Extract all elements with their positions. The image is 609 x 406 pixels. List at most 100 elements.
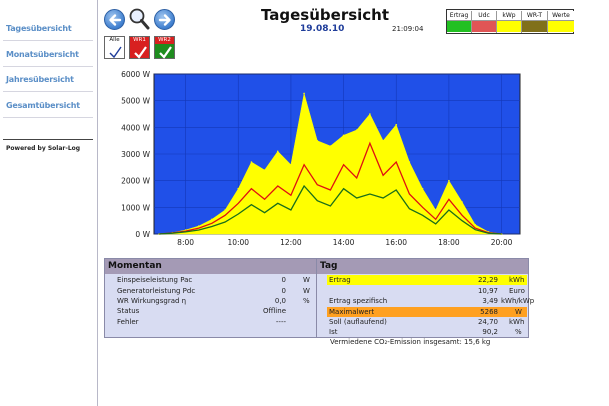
data-point bbox=[211, 218, 213, 221]
y-tick-label: 0 W bbox=[135, 230, 150, 239]
x-tick-label: 14:00 bbox=[333, 238, 355, 247]
tag-row: 10,97 Euro bbox=[317, 286, 528, 296]
legend-item-wr-t[interactable]: WR-T bbox=[522, 11, 548, 33]
legend-label: Udc bbox=[472, 11, 496, 20]
row-value: ---- bbox=[275, 318, 286, 326]
legend-swatch bbox=[447, 20, 471, 32]
data-point bbox=[474, 223, 477, 226]
row-value: 0 bbox=[281, 287, 286, 295]
checkmark-icon bbox=[109, 46, 122, 59]
row-unit: Euro bbox=[509, 287, 525, 295]
row-label: Maximalwert bbox=[329, 308, 375, 316]
data-point bbox=[237, 187, 240, 190]
row-value: 0 bbox=[281, 276, 286, 284]
row-label: Status bbox=[117, 307, 140, 315]
previous-day-button[interactable] bbox=[104, 9, 125, 30]
y-tick-label: 5000 W bbox=[121, 97, 150, 106]
momentan-title: Momentan bbox=[105, 259, 316, 274]
data-point bbox=[355, 129, 358, 131]
row-unit: % bbox=[303, 297, 310, 305]
row-value: 24,70 bbox=[477, 318, 498, 326]
row-unit: W bbox=[303, 287, 310, 295]
row-unit: % bbox=[515, 328, 522, 336]
row-label: Fehler bbox=[117, 318, 139, 326]
tag-row: Soll (auflaufend) 24,70 kWh bbox=[317, 317, 528, 327]
data-point bbox=[263, 169, 266, 171]
sidebar-divider bbox=[3, 40, 93, 41]
x-tick-label: 12:00 bbox=[280, 238, 302, 247]
tag-row: Ertrag spezifisch 3,49 kWh/kWp bbox=[317, 296, 534, 306]
legend-item-werte[interactable]: Werte bbox=[548, 11, 574, 33]
data-point bbox=[329, 145, 332, 147]
y-tick-label: 3000 W bbox=[121, 150, 150, 159]
momentan-row: Generatorleistung Pdc 0 W bbox=[105, 286, 316, 296]
y-tick-label: 6000 W bbox=[121, 70, 150, 79]
legend-item-ertrag[interactable]: Ertrag bbox=[447, 11, 472, 33]
zoom-button[interactable] bbox=[128, 7, 150, 31]
momentan-panel: Momentan Einspeiseleistung Pac 0 W Gener… bbox=[104, 258, 317, 338]
device-checkbox-all[interactable]: Alle bbox=[104, 36, 125, 59]
device-label: WR1 bbox=[130, 37, 149, 44]
y-tick-label: 4000 W bbox=[121, 123, 150, 132]
row-label: Ertrag spezifisch bbox=[329, 297, 388, 305]
x-tick-label: 18:00 bbox=[438, 238, 460, 247]
legend-label: WR-T bbox=[522, 11, 547, 20]
legend-swatch bbox=[522, 20, 547, 32]
arrow-left-icon bbox=[109, 14, 122, 26]
legend-label: kWp bbox=[497, 11, 521, 20]
row-value: 90,2 bbox=[482, 328, 498, 336]
power-chart: 0 W 1000 W 2000 W 3000 W 4000 W 5000 W 6000 W 8… bbox=[121, 70, 521, 247]
row-label: Soll (auflaufend) bbox=[329, 318, 387, 326]
data-point bbox=[197, 225, 200, 227]
tag-row: Ist 90,2 % bbox=[317, 327, 528, 337]
row-label: Ist bbox=[329, 328, 338, 336]
device-checkbox-wr2[interactable]: WR2 bbox=[154, 36, 175, 59]
x-tick-label: 20:00 bbox=[491, 238, 513, 247]
time-label: 21:09:04 bbox=[392, 25, 424, 33]
arrow-right-icon bbox=[158, 14, 171, 26]
data-point bbox=[408, 161, 411, 163]
sidebar-item-jahresuebersicht[interactable]: Jahresübersicht bbox=[6, 75, 74, 84]
device-checkbox-wr1[interactable]: WR1 bbox=[129, 36, 150, 59]
row-value: 3,49 bbox=[482, 297, 498, 305]
row-value: 10,97 bbox=[477, 287, 498, 295]
data-point bbox=[448, 179, 450, 182]
checkmark-icon bbox=[159, 46, 172, 59]
sidebar: Tagesübersicht Monatsübersicht Jahresübe… bbox=[0, 0, 98, 406]
row-label: WR Wirkungsgrad η bbox=[117, 297, 187, 305]
momentan-row: Status Offline bbox=[105, 306, 316, 316]
row-value: 0,0 bbox=[274, 297, 286, 305]
sidebar-item-monatsuebersicht[interactable]: Monatsübersicht bbox=[6, 50, 79, 59]
data-point bbox=[342, 134, 345, 137]
x-tick-label: 16:00 bbox=[385, 238, 407, 247]
data-point bbox=[316, 139, 319, 142]
device-label: WR2 bbox=[155, 37, 174, 44]
highlight-bar bbox=[327, 307, 527, 317]
data-point bbox=[303, 92, 305, 95]
row-value: 5268 bbox=[480, 308, 498, 316]
page-title: Tagesübersicht bbox=[260, 6, 390, 24]
tag-row: Maximalwert 5268 W bbox=[317, 307, 528, 317]
data-point bbox=[461, 201, 463, 203]
next-day-button[interactable] bbox=[154, 9, 175, 30]
sidebar-divider bbox=[3, 117, 93, 118]
momentan-row: Einspeiseleistung Pac 0 W bbox=[105, 275, 316, 285]
tag-title: Tag bbox=[317, 259, 528, 274]
data-point bbox=[276, 150, 279, 153]
row-unit: kWh bbox=[509, 276, 525, 284]
highlight-bar bbox=[327, 275, 527, 285]
legend-item-udc[interactable]: Udc bbox=[472, 11, 497, 33]
sidebar-item-tagesuebersicht[interactable]: Tagesübersicht bbox=[6, 24, 72, 33]
legend-item-kwp[interactable]: kWp bbox=[497, 11, 522, 33]
row-label: Einspeiseleistung Pac bbox=[117, 276, 193, 284]
data-point bbox=[369, 113, 371, 115]
x-tick-label: 10:00 bbox=[227, 238, 249, 247]
y-tick-label: 1000 W bbox=[121, 203, 150, 212]
data-point bbox=[395, 123, 398, 126]
legend-swatch bbox=[497, 20, 521, 32]
sidebar-item-gesamtuebersicht[interactable]: Gesamtübersicht bbox=[6, 101, 80, 110]
tag-panel: Tag Ertrag 22,29 kWh 10,97 Euro Ertrag s… bbox=[316, 258, 534, 338]
powered-by-text: Powered by Solar-Log bbox=[6, 145, 81, 152]
row-unit: W bbox=[515, 308, 522, 316]
momentan-row: WR Wirkungsgrad η 0,0 % bbox=[105, 296, 316, 306]
